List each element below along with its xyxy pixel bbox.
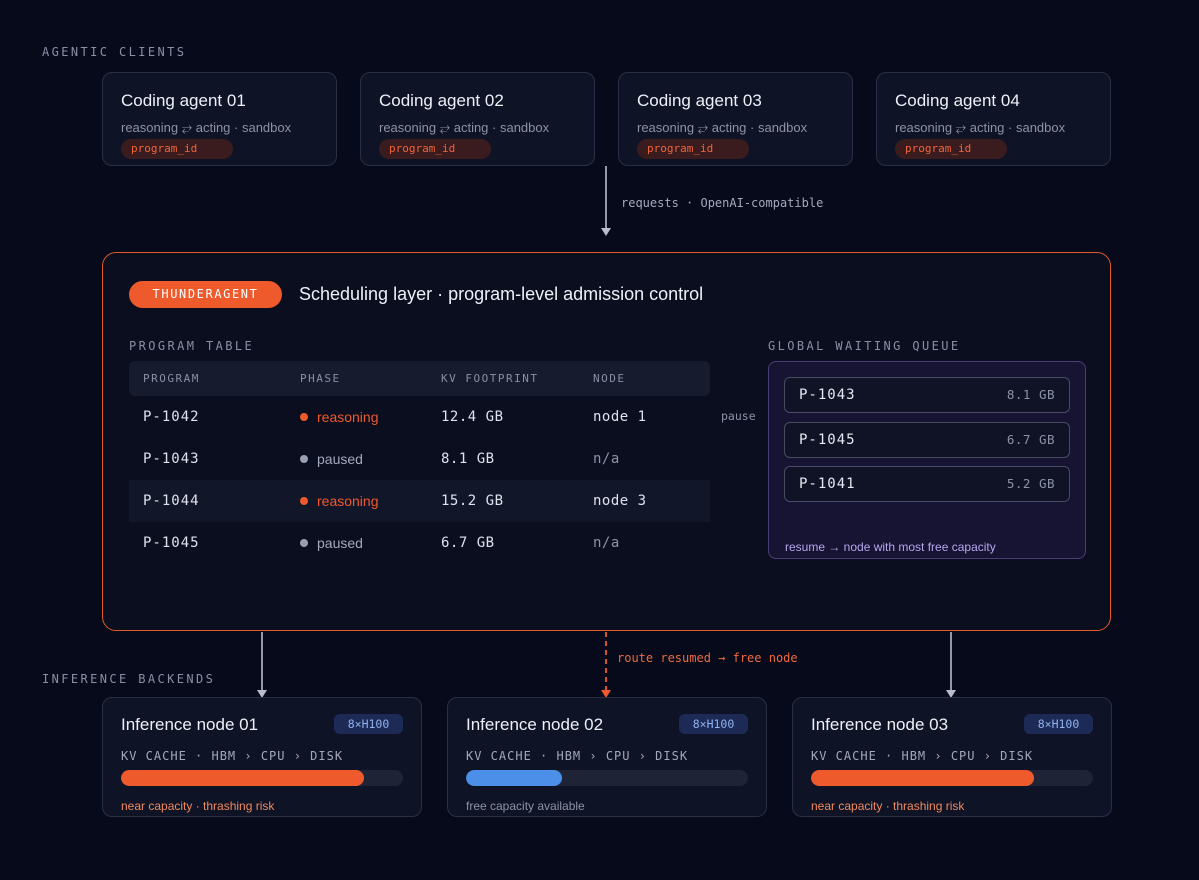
kv-cell: 8.1 GB	[441, 451, 495, 467]
agent-subtitle: reasoning ⥂ acting · sandbox	[895, 120, 1066, 135]
program-table: PROGRAM PHASE KV FOOTPRINT NODE P-1042 r…	[129, 361, 710, 564]
phase-dot-icon	[300, 413, 308, 422]
agent-card-01[interactable]: Coding agent 01 reasoning ⥂ acting · san…	[102, 72, 337, 166]
agent-subtitle: reasoning ⥂ acting · sandbox	[637, 120, 808, 135]
queue-program: P-1043	[799, 387, 856, 403]
scheduler-title: Scheduling layer · program-level admissi…	[299, 284, 704, 304]
queue-kv: 6.7 GB	[1006, 432, 1055, 447]
agent-subtitle: reasoning ⥂ acting · sandbox	[379, 120, 550, 135]
phase-dot-icon	[300, 455, 308, 464]
table-row[interactable]: P-1043 paused 8.1 GB n/a	[129, 438, 710, 480]
phase-cell: reasoning	[300, 480, 379, 522]
kv-cell: 6.7 GB	[441, 535, 495, 551]
gpu-badge: 8×H100	[679, 714, 748, 734]
gpu-badge: 8×H100	[334, 714, 403, 734]
node-cell: node 3	[593, 493, 647, 509]
scheduling-layer: THUNDERAGENT Scheduling layer · program-…	[102, 252, 1111, 631]
program-id-tag: program_id	[379, 139, 491, 159]
node-status-note: near capacity · thrashing risk	[811, 799, 965, 813]
program-cell: P-1043	[143, 451, 200, 467]
kv-cell: 12.4 GB	[441, 409, 504, 425]
program-cell: P-1042	[143, 409, 200, 425]
kv-tier-label: KV CACHE · HBM › CPU › DISK	[466, 749, 689, 763]
program-cell: P-1045	[143, 535, 200, 551]
queue-kv: 5.2 GB	[1006, 476, 1055, 491]
program-id-tag: program_id	[637, 139, 749, 159]
table-row[interactable]: P-1045 paused 6.7 GB n/a	[129, 522, 710, 564]
phase-label: paused	[317, 535, 363, 551]
agent-title: Coding agent 01	[121, 91, 246, 110]
node-cell: node 1	[593, 409, 647, 425]
program-table-label: PROGRAM TABLE	[129, 339, 255, 353]
kv-usage-fill	[466, 770, 562, 786]
kv-usage-bar	[466, 770, 748, 786]
inference-node-03[interactable]: Inference node 03 8×H100 KV CACHE · HBM …	[792, 697, 1112, 817]
requests-label: requests · OpenAI-compatible	[621, 196, 824, 210]
inference-node-02[interactable]: Inference node 02 8×H100 KV CACHE · HBM …	[447, 697, 767, 817]
kv-usage-fill	[811, 770, 1034, 786]
node-cell: n/a	[593, 451, 620, 467]
clients-section-label: AGENTIC CLIENTS	[42, 45, 187, 59]
node-title: Inference node 03	[811, 715, 949, 734]
route-arrow	[601, 632, 611, 698]
table-row[interactable]: P-1044 reasoning 15.2 GB node 3	[129, 480, 710, 522]
node3-arrow	[946, 632, 956, 698]
backends-section-label: INFERENCE BACKENDS	[42, 672, 216, 686]
kv-tier-label: KV CACHE · HBM › CPU › DISK	[121, 749, 344, 763]
agent-title: Coding agent 02	[379, 91, 504, 110]
phase-cell: paused	[300, 522, 363, 564]
phase-dot-icon	[300, 539, 308, 548]
global-waiting-queue: P-1043 8.1 GB P-1045 6.7 GB P-1041 5.2 G…	[768, 361, 1086, 559]
table-header: PROGRAM PHASE KV FOOTPRINT NODE	[129, 361, 710, 396]
phase-cell: reasoning	[300, 396, 379, 438]
phase-dot-icon	[300, 497, 308, 506]
node-cell: n/a	[593, 535, 620, 551]
node1-arrow	[257, 632, 267, 698]
kv-tier-label: KV CACHE · HBM › CPU › DISK	[811, 749, 1034, 763]
agent-card-03[interactable]: Coding agent 03 reasoning ⥂ acting · san…	[618, 72, 853, 166]
queue-item[interactable]: P-1041 5.2 GB	[784, 466, 1070, 502]
column-header: NODE	[593, 372, 626, 385]
queue-item[interactable]: P-1045 6.7 GB	[784, 422, 1070, 458]
thunderagent-badge: THUNDERAGENT	[129, 281, 282, 308]
pause-label: pause	[721, 409, 756, 423]
node-status-note: near capacity · thrashing risk	[121, 799, 275, 813]
agent-title: Coding agent 03	[637, 91, 762, 110]
node-title: Inference node 02	[466, 715, 604, 734]
program-cell: P-1044	[143, 493, 200, 509]
queue-kv: 8.1 GB	[1006, 387, 1055, 402]
agent-card-02[interactable]: Coding agent 02 reasoning ⥂ acting · san…	[360, 72, 595, 166]
node-status-note: free capacity available	[466, 799, 585, 813]
queue-program: P-1045	[799, 432, 856, 448]
kv-usage-bar	[811, 770, 1093, 786]
queue-item[interactable]: P-1043 8.1 GB	[784, 377, 1070, 413]
agent-card-04[interactable]: Coding agent 04 reasoning ⥂ acting · san…	[876, 72, 1111, 166]
column-header: PHASE	[300, 372, 341, 385]
queue-program: P-1041	[799, 476, 856, 492]
node-title: Inference node 01	[121, 715, 259, 734]
agent-subtitle: reasoning ⥂ acting · sandbox	[121, 120, 292, 135]
kv-usage-bar	[121, 770, 403, 786]
phase-label: reasoning	[317, 493, 379, 509]
column-header: KV FOOTPRINT	[441, 372, 539, 385]
program-id-tag: program_id	[895, 139, 1007, 159]
table-row[interactable]: P-1042 reasoning 12.4 GB node 1	[129, 396, 710, 438]
requests-arrow	[601, 166, 611, 236]
route-label: route resumed → free node	[617, 651, 798, 665]
queue-note: resume → node with most free capacity	[785, 540, 996, 554]
column-header: PROGRAM	[143, 372, 200, 385]
phase-cell: paused	[300, 438, 363, 480]
kv-usage-fill	[121, 770, 364, 786]
gpu-badge: 8×H100	[1024, 714, 1093, 734]
queue-label: GLOBAL WAITING QUEUE	[768, 339, 961, 353]
phase-label: paused	[317, 451, 363, 467]
agent-title: Coding agent 04	[895, 91, 1020, 110]
phase-label: reasoning	[317, 409, 379, 425]
inference-node-01[interactable]: Inference node 01 8×H100 KV CACHE · HBM …	[102, 697, 422, 817]
program-id-tag: program_id	[121, 139, 233, 159]
kv-cell: 15.2 GB	[441, 493, 504, 509]
